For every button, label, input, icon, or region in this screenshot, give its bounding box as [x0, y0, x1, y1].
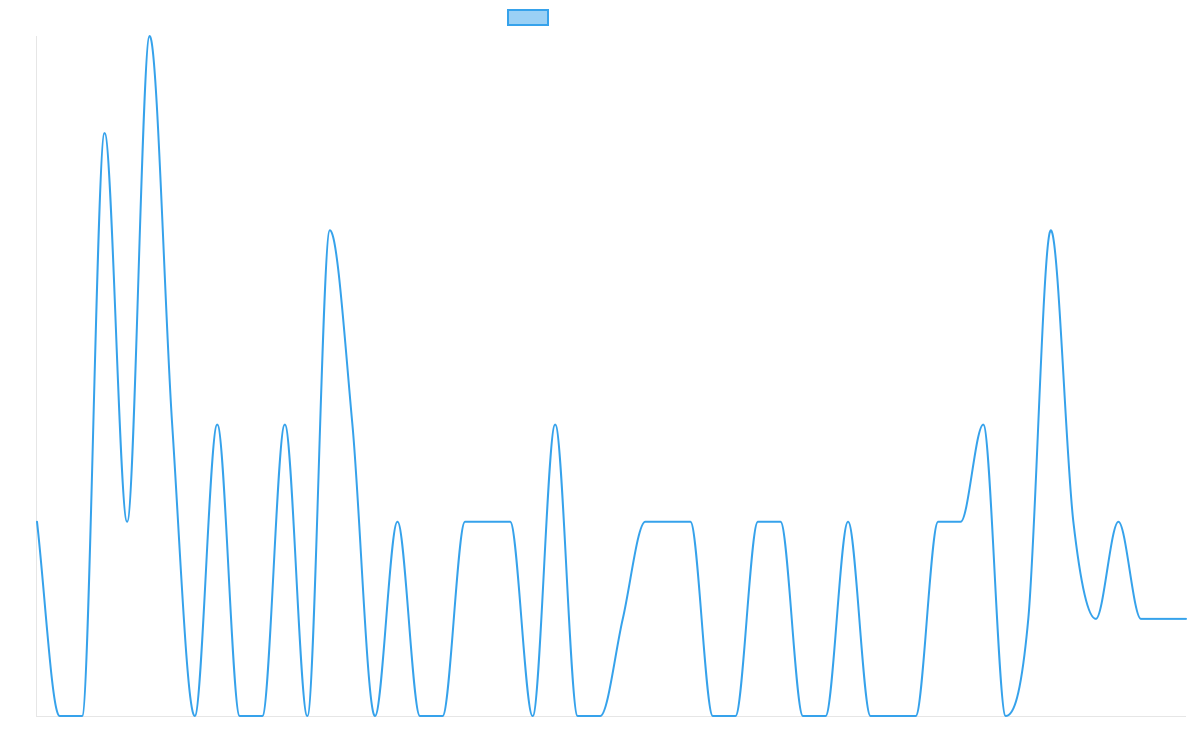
- data-point-10[interactable]: [258, 712, 266, 720]
- data-point-6[interactable]: [168, 421, 176, 429]
- data-point-29[interactable]: [686, 518, 694, 526]
- data-point-47[interactable]: [1092, 615, 1100, 623]
- data-point-39[interactable]: [912, 712, 920, 720]
- data-point-7[interactable]: [191, 712, 199, 720]
- data-point-37[interactable]: [867, 712, 875, 720]
- data-point-50[interactable]: [1159, 615, 1167, 623]
- data-point-20[interactable]: [484, 518, 492, 526]
- data-point-26[interactable]: [619, 615, 627, 623]
- data-point-13[interactable]: [326, 226, 334, 234]
- data-point-19[interactable]: [461, 518, 469, 526]
- data-point-8[interactable]: [213, 421, 221, 429]
- data-point-35[interactable]: [822, 712, 830, 720]
- data-point-16[interactable]: [393, 518, 401, 526]
- data-point-2[interactable]: [78, 712, 86, 720]
- legend[interactable]: [507, 9, 549, 26]
- data-point-30[interactable]: [709, 712, 717, 720]
- data-point-42[interactable]: [979, 421, 987, 429]
- data-point-43[interactable]: [1002, 712, 1010, 720]
- data-point-24[interactable]: [574, 712, 582, 720]
- data-point-45[interactable]: [1047, 226, 1055, 234]
- data-point-31[interactable]: [731, 712, 739, 720]
- data-point-32[interactable]: [754, 518, 762, 526]
- series-line-0[interactable]: [36, 35, 1187, 717]
- data-point-21[interactable]: [506, 518, 514, 526]
- data-point-40[interactable]: [934, 518, 942, 526]
- data-point-4[interactable]: [123, 518, 131, 526]
- data-point-22[interactable]: [529, 712, 537, 720]
- legend-swatch[interactable]: [507, 9, 549, 26]
- data-point-14[interactable]: [348, 421, 356, 429]
- data-point-49[interactable]: [1137, 615, 1145, 623]
- data-point-51[interactable]: [1182, 615, 1190, 623]
- plot-area: [33, 32, 1190, 720]
- data-point-27[interactable]: [641, 518, 649, 526]
- data-point-48[interactable]: [1114, 518, 1122, 526]
- data-point-23[interactable]: [551, 421, 559, 429]
- data-point-3[interactable]: [101, 129, 109, 137]
- data-point-44[interactable]: [1024, 615, 1032, 623]
- data-point-33[interactable]: [776, 518, 784, 526]
- data-point-38[interactable]: [889, 712, 897, 720]
- data-point-12[interactable]: [303, 712, 311, 720]
- data-point-15[interactable]: [371, 712, 379, 720]
- data-point-17[interactable]: [416, 712, 424, 720]
- data-point-18[interactable]: [439, 712, 447, 720]
- data-point-11[interactable]: [281, 421, 289, 429]
- data-point-25[interactable]: [596, 712, 604, 720]
- data-point-5[interactable]: [146, 32, 154, 40]
- data-point-0[interactable]: [33, 518, 41, 526]
- data-point-1[interactable]: [56, 712, 64, 720]
- data-point-9[interactable]: [236, 712, 244, 720]
- data-point-28[interactable]: [664, 518, 672, 526]
- data-point-34[interactable]: [799, 712, 807, 720]
- data-point-46[interactable]: [1069, 518, 1077, 526]
- data-point-36[interactable]: [844, 518, 852, 526]
- data-point-41[interactable]: [957, 518, 965, 526]
